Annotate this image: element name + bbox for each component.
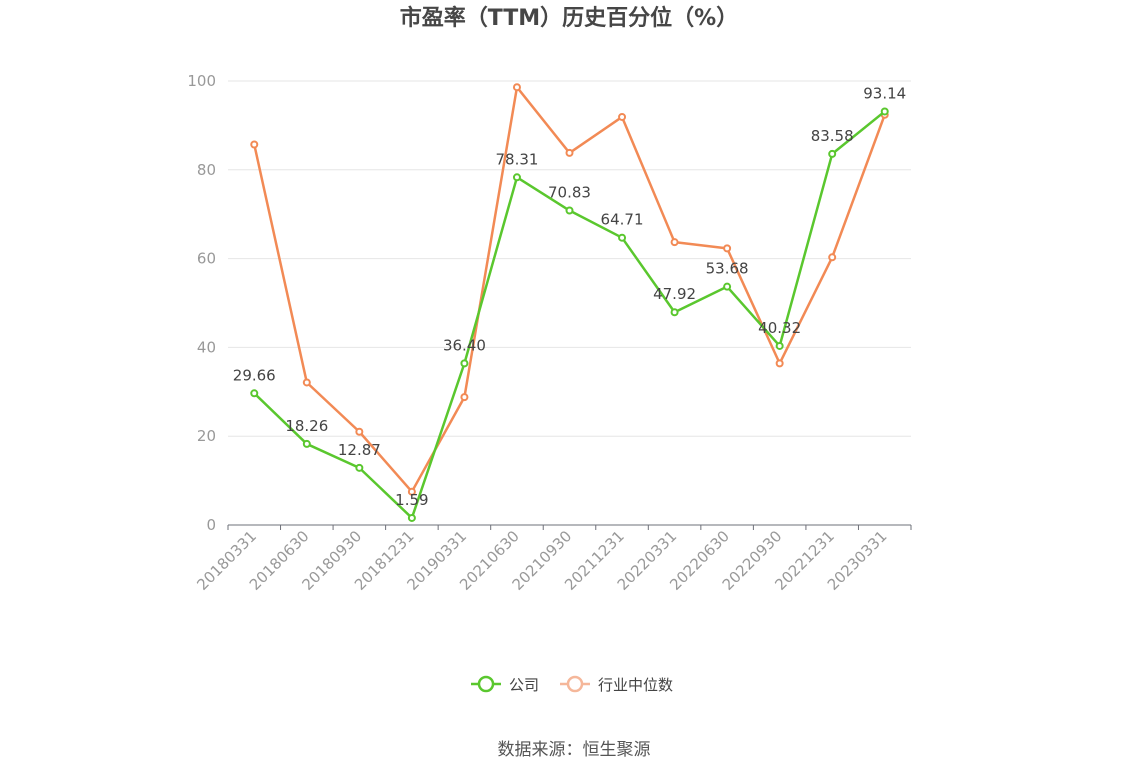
data-point <box>250 389 259 398</box>
legend-item-0[interactable]: 公司 <box>471 675 539 694</box>
source-note: 数据来源：恒生聚源 <box>498 740 651 760</box>
data-point <box>880 107 889 116</box>
legend[interactable]: 公司 行业中位数 <box>471 675 673 694</box>
y-tick-label: 100 <box>187 72 216 90</box>
data-point <box>723 244 732 253</box>
data-point <box>618 112 627 121</box>
chart-title: 市盈率（TTM）历史百分位（%） <box>400 5 738 31</box>
series-line-1 <box>253 85 886 493</box>
y-tick-label: 40 <box>197 338 216 356</box>
y-tick-label: 0 <box>206 516 216 534</box>
data-point <box>355 427 364 436</box>
data-label: 47.92 <box>653 285 696 303</box>
legend-item-1[interactable]: 行业中位数 <box>560 675 673 694</box>
data-labels: 29.66 18.26 12.87 1.59 36.40 78.31 70.83 64.71 4… <box>233 84 906 508</box>
data-label: 1.59 <box>395 491 428 509</box>
data-point <box>775 341 784 350</box>
legend-swatch-marker <box>477 675 495 693</box>
data-label: 93.14 <box>863 84 906 102</box>
y-axis-ticks: 0 20 40 60 80 100 <box>187 72 216 534</box>
y-tick-label: 20 <box>197 427 216 445</box>
data-point <box>302 439 311 448</box>
data-point <box>460 393 469 402</box>
data-point <box>670 308 679 317</box>
data-point <box>723 282 732 291</box>
grid-lines <box>228 80 911 437</box>
data-label: 18.26 <box>285 417 328 435</box>
data-label: 78.31 <box>495 150 538 168</box>
data-point <box>565 148 574 157</box>
data-point <box>355 463 364 472</box>
data-point <box>407 487 416 496</box>
legend-label: 公司 <box>509 676 539 694</box>
data-point <box>407 513 416 522</box>
data-point <box>512 173 521 182</box>
data-label: 53.68 <box>706 260 749 278</box>
data-point <box>828 149 837 158</box>
legend-swatch-marker <box>566 675 584 693</box>
data-point <box>618 233 627 242</box>
y-tick-label: 60 <box>197 250 216 268</box>
data-point <box>512 83 521 92</box>
data-label: 12.87 <box>338 441 381 459</box>
data-label: 64.71 <box>601 211 644 229</box>
data-label: 29.66 <box>233 366 276 384</box>
data-point <box>250 140 259 149</box>
data-point <box>302 378 311 387</box>
data-point <box>670 238 679 247</box>
data-point <box>775 359 784 368</box>
data-point <box>565 206 574 215</box>
x-axis: 2018033120180630201809302018123120190331… <box>193 524 912 594</box>
y-tick-label: 80 <box>197 161 216 179</box>
data-label: 36.40 <box>443 336 486 354</box>
data-point <box>460 359 469 368</box>
series-group <box>250 83 889 522</box>
data-point <box>828 253 837 262</box>
data-label: 83.58 <box>811 127 854 145</box>
legend-label: 行业中位数 <box>598 676 673 694</box>
data-label: 70.83 <box>548 184 591 202</box>
data-label: 40.32 <box>758 319 801 337</box>
